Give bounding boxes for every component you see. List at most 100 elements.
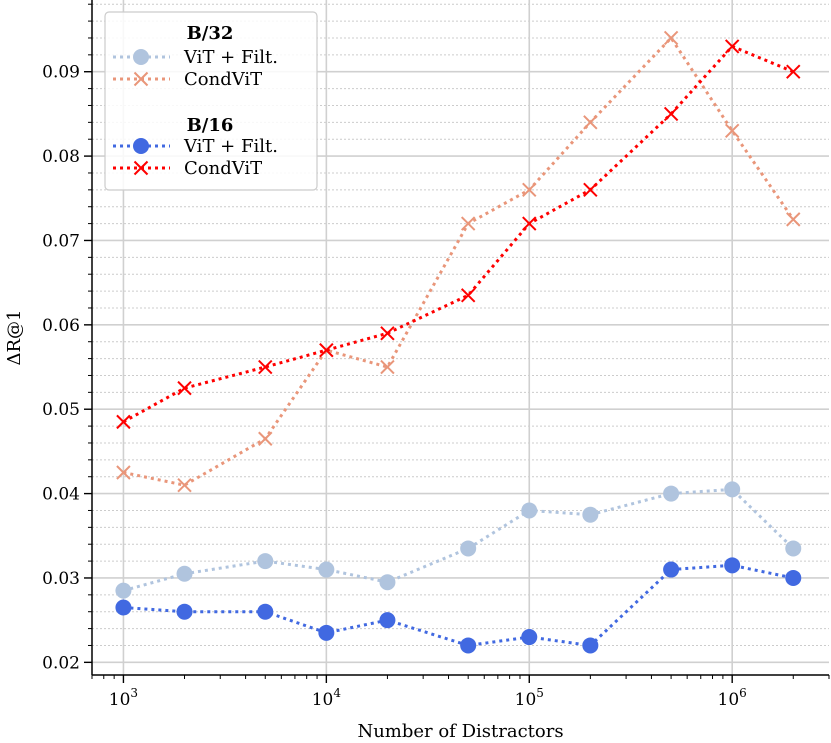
legend-label: ViT + Filt. bbox=[183, 47, 278, 68]
x-stroke-2 bbox=[724, 123, 740, 138]
series-line bbox=[122, 44, 794, 424]
x-axis-label: Number of Distractors bbox=[357, 721, 563, 742]
data-point bbox=[177, 477, 192, 493]
data-point bbox=[380, 359, 395, 375]
legend-entry: CondViT bbox=[113, 69, 262, 90]
legend-group-title: B/16 bbox=[187, 115, 234, 136]
x-tick-exponent: 6 bbox=[739, 686, 747, 700]
data-point bbox=[521, 502, 538, 519]
x-tick-label: 103 bbox=[109, 686, 138, 710]
x-stroke-2 bbox=[177, 477, 192, 493]
data-point bbox=[318, 624, 335, 641]
x-tick-exponent: 3 bbox=[130, 686, 138, 700]
x-tick-base: 10 bbox=[312, 690, 334, 710]
x-stroke-2 bbox=[258, 431, 273, 446]
data-point bbox=[724, 39, 740, 54]
y-tick-label: 0.05 bbox=[42, 400, 80, 420]
data-point bbox=[786, 64, 801, 79]
legend-marker bbox=[133, 138, 149, 154]
data-point bbox=[724, 557, 741, 574]
data-point bbox=[522, 182, 537, 198]
x-tick-label: 104 bbox=[312, 686, 342, 710]
y-tick-label: 0.06 bbox=[42, 316, 80, 336]
y-tick-label: 0.08 bbox=[42, 147, 80, 167]
data-point bbox=[116, 465, 131, 480]
x-tick-label: 106 bbox=[718, 686, 747, 710]
data-point bbox=[460, 637, 477, 654]
data-point bbox=[380, 326, 395, 341]
legend-entry: ViT + Filt. bbox=[113, 136, 278, 157]
data-point bbox=[460, 216, 476, 231]
y-tick-label: 0.04 bbox=[42, 485, 80, 505]
x-stroke-2 bbox=[522, 182, 537, 198]
data-point bbox=[786, 212, 801, 227]
data-point bbox=[257, 553, 274, 570]
series-line bbox=[123, 487, 795, 593]
data-point bbox=[116, 414, 131, 430]
data-point bbox=[319, 342, 334, 358]
data-point bbox=[258, 359, 273, 375]
data-point bbox=[663, 30, 679, 46]
y-tick-label: 0.09 bbox=[42, 63, 80, 83]
data-point bbox=[521, 629, 538, 646]
x-axis-ticks: 103 104 105 106 bbox=[91, 675, 830, 710]
data-point bbox=[257, 603, 274, 620]
data-point bbox=[663, 561, 680, 578]
x-stroke-2 bbox=[583, 182, 598, 198]
x-stroke-2 bbox=[380, 326, 395, 341]
y-tick-label: 0.07 bbox=[42, 231, 80, 251]
minor-gridlines bbox=[92, 3, 829, 646]
x-stroke-2 bbox=[258, 359, 273, 375]
legend-marker bbox=[133, 49, 149, 65]
legend-entry: ViT + Filt. bbox=[113, 47, 278, 68]
legend-marker bbox=[133, 160, 149, 176]
data-point bbox=[663, 106, 679, 122]
legend-group-title: B/32 bbox=[187, 23, 234, 44]
series-layer bbox=[115, 30, 802, 654]
data-point bbox=[724, 123, 740, 138]
data-point bbox=[522, 216, 537, 231]
data-point bbox=[582, 506, 599, 523]
x-stroke-2 bbox=[380, 359, 395, 375]
x-stroke-2 bbox=[460, 216, 476, 231]
data-point bbox=[582, 637, 599, 654]
x-stroke-2 bbox=[522, 216, 537, 231]
x-stroke-2 bbox=[133, 160, 149, 176]
x-stroke-2 bbox=[319, 342, 334, 358]
major-gridlines bbox=[92, 0, 829, 675]
x-stroke-2 bbox=[786, 212, 801, 227]
x-tick-label: 105 bbox=[515, 686, 544, 710]
x-stroke-2 bbox=[133, 71, 149, 87]
x-stroke-2 bbox=[663, 106, 679, 122]
data-point bbox=[115, 599, 132, 616]
data-point bbox=[785, 540, 802, 557]
data-point bbox=[318, 561, 335, 578]
x-stroke-2 bbox=[724, 39, 740, 54]
legend-entry: CondViT bbox=[113, 158, 262, 179]
x-stroke-2 bbox=[460, 288, 476, 303]
x-stroke-2 bbox=[583, 115, 598, 130]
data-point bbox=[176, 603, 193, 620]
data-point bbox=[379, 612, 396, 629]
legend-label: CondViT bbox=[184, 158, 262, 179]
data-point bbox=[663, 485, 680, 502]
data-point bbox=[379, 574, 396, 591]
x-stroke-2 bbox=[663, 30, 679, 46]
series-B16-condvit bbox=[116, 39, 801, 430]
y-tick-label: 0.03 bbox=[42, 569, 80, 589]
series-B16-vit-filt bbox=[115, 557, 802, 654]
x-tick-base: 10 bbox=[718, 690, 740, 710]
data-point bbox=[177, 380, 192, 396]
data-point bbox=[583, 115, 598, 130]
x-stroke-2 bbox=[116, 414, 131, 430]
x-stroke-2 bbox=[786, 64, 801, 79]
x-tick-base: 10 bbox=[515, 690, 537, 710]
y-axis-label: ΔR@1 bbox=[4, 309, 25, 365]
data-point bbox=[176, 565, 193, 582]
series-B32-vit-filt bbox=[115, 481, 802, 599]
data-point bbox=[583, 182, 598, 198]
x-stroke-2 bbox=[177, 380, 192, 396]
data-point bbox=[258, 431, 273, 446]
x-tick-exponent: 5 bbox=[536, 686, 544, 700]
